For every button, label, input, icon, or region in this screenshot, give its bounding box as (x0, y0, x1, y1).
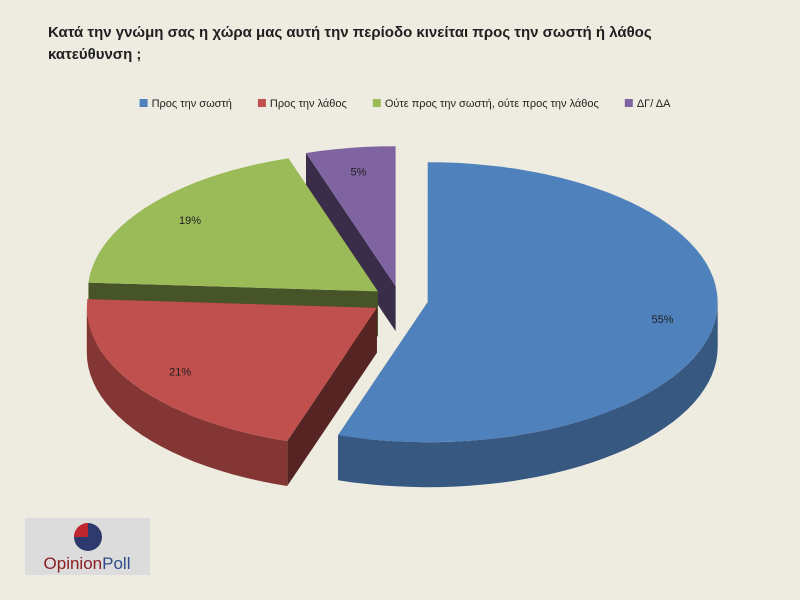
logo-word: Poll (102, 554, 130, 573)
legend-swatch (372, 99, 381, 107)
slice-side (86, 307, 288, 486)
slice: 55% (338, 162, 718, 488)
logo-wedge (74, 523, 88, 537)
logo-text: OpinionPoll (44, 554, 131, 573)
data-label: 55% (652, 314, 674, 326)
legend-label: Ούτε προς την σωστή, ούτε προς την λάθος (385, 98, 599, 110)
legend: Προς την σωστή Προς την λάθος Ούτε προς τη… (139, 98, 671, 110)
data-label: 21% (169, 366, 191, 378)
slice-top (88, 158, 378, 292)
legend-swatch (139, 99, 148, 107)
data-label: 5% (350, 167, 366, 179)
slice-top (306, 146, 396, 287)
legend-swatch (257, 99, 266, 107)
legend-label: ΔΓ/ ΔΑ (637, 98, 671, 110)
chart-title: Κατά την γνώμη σας η χώρα μας αυτή την π… (48, 24, 652, 63)
logo-word: Opinion (44, 554, 103, 573)
slice-wall (287, 307, 377, 487)
logo: OpinionPoll (25, 518, 150, 575)
slice-top (338, 162, 718, 443)
slice-top (86, 299, 377, 441)
legend-swatch (624, 99, 633, 107)
legend-label: Προς την σωστή (152, 98, 232, 110)
legend-label: Προς την λάθος (270, 98, 347, 110)
slice-side (338, 302, 718, 488)
data-label: 19% (179, 215, 201, 227)
slice: 21% (86, 299, 377, 487)
